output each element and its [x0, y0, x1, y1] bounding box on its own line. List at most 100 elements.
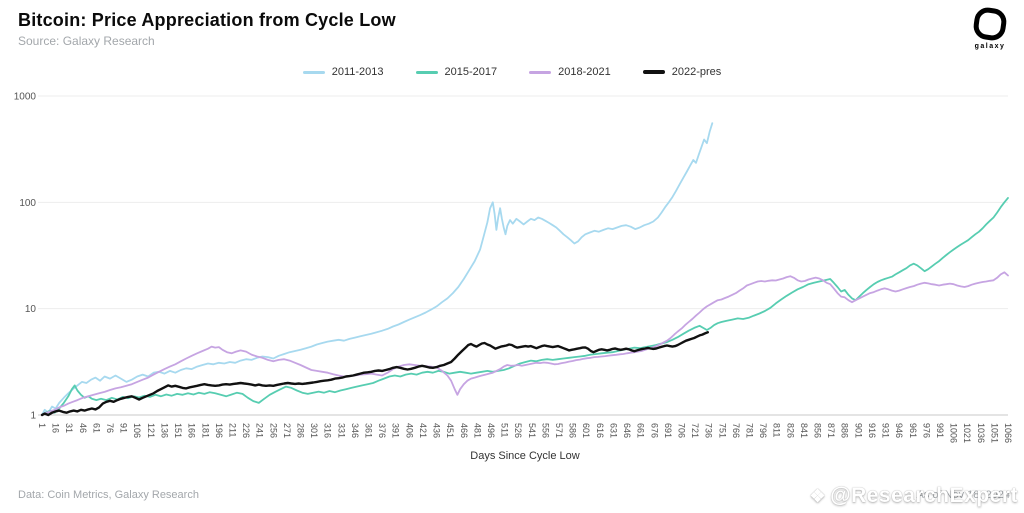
x-tick-label: 391 — [391, 423, 401, 438]
data-attribution: Data: Coin Metrics, Galaxy Research — [18, 489, 199, 501]
legend-line-swatch — [529, 70, 552, 74]
page-title: Bitcoin: Price Appreciation from Cycle L… — [18, 10, 396, 30]
x-tick-label: 961 — [908, 423, 918, 438]
legend-item-2022-pres: 2022-pres — [642, 66, 722, 78]
x-tick-label: 646 — [622, 423, 632, 438]
x-tick-label: 16 — [51, 423, 61, 433]
x-tick-label: 166 — [187, 423, 197, 438]
x-tick-label: 616 — [595, 423, 605, 438]
x-tick-label: 271 — [282, 423, 292, 438]
x-tick-label: 901 — [853, 423, 863, 438]
x-tick-label: 136 — [159, 423, 169, 438]
x-tick-label: 1036 — [976, 423, 986, 443]
x-tick-label: 706 — [676, 423, 686, 438]
source-subtitle: Source: Galaxy Research — [18, 34, 155, 48]
x-tick-label: 196 — [214, 423, 224, 438]
x-tick-label: 1066 — [1003, 423, 1013, 443]
x-tick-label: 331 — [336, 423, 346, 438]
x-tick-label: 256 — [268, 423, 278, 438]
x-tick-label: 181 — [200, 423, 210, 438]
x-tick-label: 1051 — [989, 423, 999, 443]
legend-line-swatch — [302, 70, 325, 74]
x-tick-label: 496 — [486, 423, 496, 438]
x-tick-label: 766 — [731, 423, 741, 438]
x-tick-label: 31 — [64, 423, 74, 433]
x-tick-label: 76 — [105, 423, 115, 433]
legend-line-swatch — [642, 70, 665, 74]
x-tick-label: 121 — [146, 423, 156, 438]
x-tick-label: 511 — [500, 423, 510, 437]
gridlines — [38, 95, 1008, 416]
x-tick-label: 61 — [91, 423, 101, 433]
watermark-text: @ResearchExpert — [830, 484, 1018, 507]
galaxy-logo: galaxy — [968, 5, 1012, 50]
x-tick-label: 46 — [78, 423, 88, 433]
x-tick-label: 811 — [772, 423, 782, 437]
x-tick-labels: 1 16 31 46 61 76 91 106 121 136 151 166 181 196 211 226… — [37, 423, 1013, 443]
legend-item-2011-2013: 2011-2013 — [302, 66, 384, 78]
legend-line-swatch — [415, 70, 438, 74]
y-tick-label: 1000 — [14, 92, 37, 103]
x-tick-label: 781 — [744, 423, 754, 438]
x-tick-label: 241 — [255, 423, 265, 438]
x-tick-label: 826 — [785, 423, 795, 438]
y-tick-label: 100 — [19, 198, 36, 209]
x-axis-title: Days Since Cycle Low — [470, 450, 579, 462]
x-tick-label: 376 — [377, 423, 387, 438]
x-tick-label: 286 — [296, 423, 306, 438]
x-tick-label: 451 — [445, 423, 455, 438]
y-tick-label: 1 — [30, 411, 36, 422]
x-tick-label: 586 — [568, 423, 578, 438]
y-tick-labels: 1 10 100 1000 — [14, 92, 37, 422]
x-tick-label: 946 — [894, 423, 904, 438]
x-tick-label: 886 — [840, 423, 850, 438]
x-tick-label: 676 — [649, 423, 659, 438]
legend-label: 2011-2013 — [331, 66, 384, 78]
x-tick-label: 91 — [119, 423, 129, 433]
x-tick-label: 526 — [513, 423, 523, 438]
galaxy-logo-wordmark: galaxy — [974, 43, 1006, 50]
x-tick-label: 316 — [323, 423, 333, 438]
x-tick-label: 556 — [540, 423, 550, 438]
price-chart: 1 10 100 1000 1 16 31 46 61 76 91 106 121 136 151 166 18… — [0, 85, 1024, 467]
x-tick-label: 466 — [459, 423, 469, 438]
price-chart-svg: 1 10 100 1000 1 16 31 46 61 76 91 106 121 136 151 166 18… — [14, 92, 1013, 463]
header: Bitcoin: Price Appreciation from Cycle L… — [18, 10, 396, 48]
x-tick-label: 1021 — [962, 423, 972, 443]
x-tick-label: 1 — [37, 423, 47, 428]
x-tick-label: 211 — [227, 423, 237, 437]
x-tick-label: 151 — [173, 423, 183, 438]
legend-item-2018-2021: 2018-2021 — [529, 66, 611, 78]
x-tick-label: 106 — [132, 423, 142, 438]
x-tick-label: 916 — [867, 423, 877, 438]
x-tick-label: 871 — [826, 423, 836, 438]
x-tick-label: 406 — [404, 423, 414, 438]
x-tick-label: 991 — [935, 423, 945, 438]
x-tick-label: 361 — [364, 423, 374, 438]
x-tick-label: 601 — [581, 423, 591, 438]
x-tick-label: 481 — [472, 423, 482, 438]
x-tick-label: 541 — [527, 423, 537, 438]
as-of-date: As of Nov 18, 2024 — [916, 489, 1010, 501]
x-tick-label: 226 — [241, 423, 251, 438]
series-line-2015-2017 — [41, 197, 1009, 416]
x-tick-label: 721 — [690, 423, 700, 438]
x-tick-label: 301 — [309, 423, 319, 438]
series-line-2018-2021 — [41, 271, 1009, 416]
x-tick-label: 436 — [432, 423, 442, 438]
diamond-icon: ❖ — [809, 486, 827, 506]
x-tick-label: 751 — [717, 423, 727, 438]
x-tick-label: 571 — [554, 423, 564, 438]
x-tick-label: 976 — [921, 423, 931, 438]
legend-label: 2015-2017 — [444, 66, 498, 78]
x-tick-label: 736 — [704, 423, 714, 438]
x-tick-label: 931 — [881, 423, 891, 438]
chart-legend: 2011-2013 2015-2017 2018-2021 2022-pres — [0, 66, 1024, 78]
x-tick-label: 1006 — [949, 423, 959, 443]
legend-item-2015-2017: 2015-2017 — [415, 66, 498, 78]
legend-label: 2022-pres — [671, 66, 722, 78]
x-tick-label: 421 — [418, 423, 428, 438]
legend-label: 2018-2021 — [558, 66, 611, 78]
y-tick-label: 10 — [25, 304, 37, 315]
